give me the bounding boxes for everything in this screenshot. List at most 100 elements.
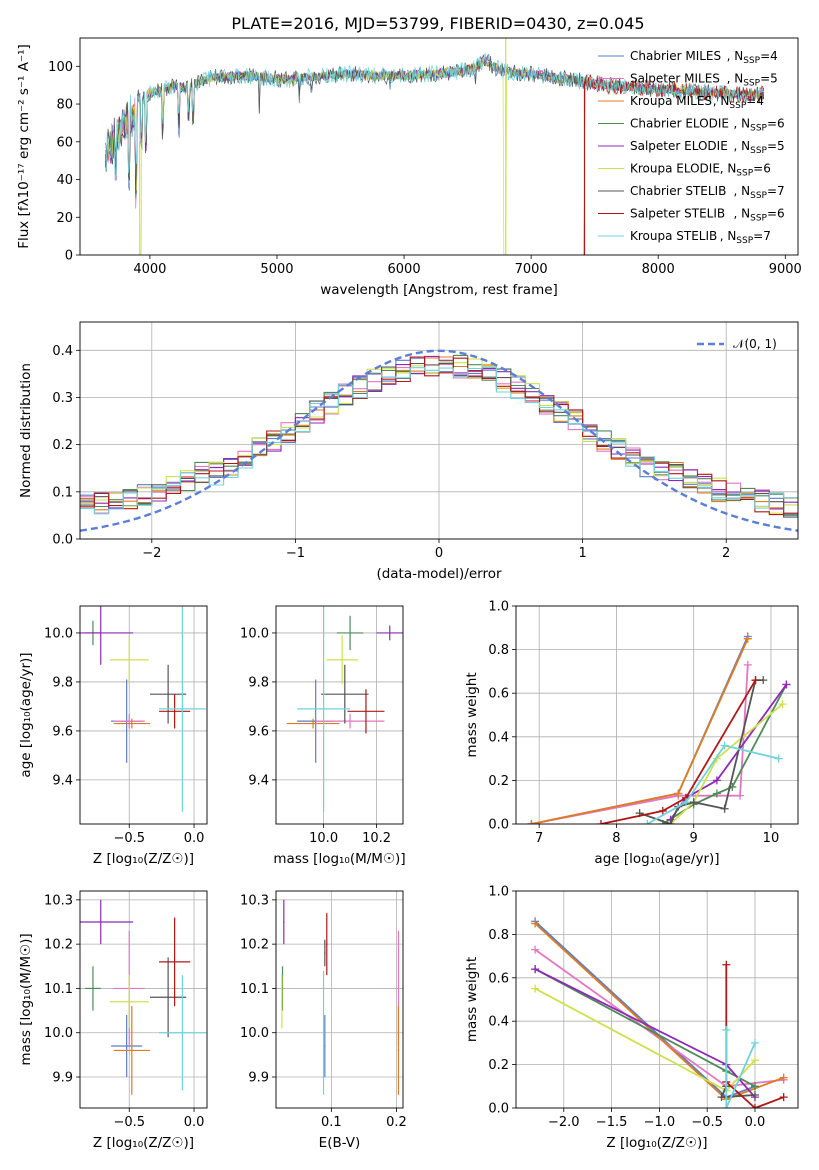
axes-frame bbox=[79, 890, 208, 1109]
y-tick-label: 10.0 bbox=[44, 626, 73, 641]
mass-weight-marker bbox=[712, 776, 721, 785]
axes-frame bbox=[79, 321, 799, 540]
mass-weight-line bbox=[600, 679, 757, 824]
legend-label: Kroupa MILES bbox=[630, 94, 712, 108]
axes-frame bbox=[79, 37, 799, 256]
axes-frame bbox=[79, 605, 208, 825]
x-tick-label: −1 bbox=[286, 546, 305, 561]
mass-weight-line bbox=[725, 1029, 756, 1108]
y-tick-label: 60 bbox=[56, 135, 73, 150]
y-tick-label: 0.8 bbox=[488, 928, 509, 943]
errorbar-point bbox=[113, 718, 150, 729]
legend-nssp-sub: SSP bbox=[750, 214, 767, 224]
axes-age_vs_Z: −0.5 0.0 9.4 9.6 9.8 10.0 Z [log₁₀(Z/Z☉)] age [… bbox=[18, 605, 208, 867]
mass-weight-marker bbox=[722, 960, 731, 969]
mass-weight-line bbox=[531, 664, 749, 824]
errorbar-point bbox=[326, 913, 328, 976]
y-tick-label: 0.0 bbox=[52, 533, 73, 548]
x-axis-label: Z [log₁₀(Z/Z☉)] bbox=[93, 1135, 194, 1151]
x-tick-label: −2 bbox=[142, 546, 161, 561]
histogram-step bbox=[80, 356, 798, 516]
errorbar-point bbox=[347, 689, 385, 734]
legend-nssp-sub: SSP bbox=[736, 169, 753, 179]
histogram-step bbox=[80, 362, 798, 518]
plot-area bbox=[281, 899, 400, 1095]
legend-nssp-sub: SSP bbox=[729, 101, 746, 111]
legend-nssp: , NSSP=4 bbox=[713, 94, 764, 111]
mass-weight-marker bbox=[782, 680, 791, 689]
errorbar-point bbox=[113, 1006, 150, 1095]
plot-area bbox=[527, 632, 791, 824]
x-axis-label: (data-model)/error bbox=[376, 566, 502, 582]
legend-label: Salpeter MILES bbox=[630, 72, 720, 86]
legend-nssp: , NSSP=5 bbox=[734, 139, 785, 156]
legend-nssp-value: =4 bbox=[746, 94, 764, 108]
mass-weight-marker bbox=[750, 1056, 759, 1065]
x-tick-label: 8 bbox=[612, 831, 620, 846]
plot-area bbox=[80, 349, 798, 532]
mass-weight-line bbox=[639, 679, 764, 824]
legend-nssp-sub: SSP bbox=[750, 146, 767, 156]
y-tick-label: 0.0 bbox=[488, 1102, 509, 1117]
legend-nssp-value: =7 bbox=[753, 229, 771, 243]
legend-nssp: , NSSP=5 bbox=[727, 72, 778, 89]
y-tick-label: 9.8 bbox=[52, 675, 73, 690]
axes-mass_weight_vs_age: 7 8 9 10 0.0 0.2 0.4 0.6 0.8 1.0 age [log₁₀(age/yr… bbox=[464, 600, 799, 867]
y-tick-label: 0.4 bbox=[52, 344, 73, 359]
legend-nssp-prefix: , N bbox=[727, 49, 744, 63]
mass-weight-marker bbox=[658, 806, 667, 815]
x-axis-label: wavelength [Angstrom, rest frame] bbox=[320, 282, 558, 298]
y-tick-label: 10.1 bbox=[44, 982, 73, 997]
x-tick-label: 10.0 bbox=[309, 831, 338, 846]
y-tick-label: 20 bbox=[56, 211, 73, 226]
x-tick-label: 7 bbox=[535, 831, 543, 846]
legend-nssp-prefix: , N bbox=[727, 72, 744, 86]
legend: 𝒩(0, 1) bbox=[697, 337, 777, 351]
mass-weight-marker bbox=[751, 676, 760, 685]
legend-label: Kroupa STELIB bbox=[630, 229, 717, 243]
x-tick-label: 9000 bbox=[769, 262, 802, 277]
errorbar-point bbox=[322, 970, 325, 1095]
y-tick-label: 10.2 bbox=[44, 938, 73, 953]
mass-weight-marker bbox=[722, 1104, 731, 1108]
legend-nssp-prefix: , N bbox=[734, 207, 751, 221]
x-tick-label: 0 bbox=[435, 546, 443, 561]
y-tick-label: 1.0 bbox=[488, 885, 509, 900]
mass-weight-marker bbox=[759, 676, 768, 685]
errorbar-point bbox=[159, 694, 191, 729]
errorbar-point bbox=[85, 966, 101, 1011]
errorbar-point bbox=[286, 718, 340, 729]
y-tick-label: 9.8 bbox=[248, 675, 269, 690]
mass-weight-marker bbox=[779, 1093, 788, 1102]
plot-area bbox=[105, 38, 765, 255]
y-tick-label: 80 bbox=[56, 98, 73, 113]
x-axis-label: Z [log₁₀(Z/Z☉)] bbox=[93, 851, 194, 867]
legend-nssp: , NSSP=6 bbox=[720, 162, 771, 179]
mass-weight-marker bbox=[778, 700, 787, 709]
legend-nssp-value: =6 bbox=[753, 162, 771, 176]
legend-label: Salpeter STELIB bbox=[630, 207, 725, 221]
histogram-step bbox=[80, 358, 798, 514]
mass-weight-marker bbox=[712, 789, 721, 798]
errorbar-point bbox=[159, 606, 206, 812]
y-tick-label: 0.6 bbox=[488, 687, 509, 702]
mass-weight-marker bbox=[774, 754, 783, 763]
legend-nssp-sub: SSP bbox=[750, 124, 767, 134]
y-tick-label: 0.2 bbox=[488, 1058, 509, 1073]
mass-weight-marker bbox=[750, 1038, 759, 1047]
legend-nssp: , NSSP=4 bbox=[727, 49, 778, 66]
x-tick-label: 10.2 bbox=[362, 831, 391, 846]
x-tick-label: −0.5 bbox=[113, 831, 145, 846]
legend-nssp-prefix: , N bbox=[713, 94, 730, 108]
y-axis-label: mass weight bbox=[464, 672, 480, 757]
x-tick-label: 7000 bbox=[515, 262, 548, 277]
plot-area bbox=[80, 899, 206, 1095]
y-tick-label: 10.3 bbox=[44, 893, 73, 908]
mass-weight-marker bbox=[527, 820, 536, 824]
y-tick-label: 0 bbox=[65, 249, 73, 264]
y-tick-label: 40 bbox=[56, 173, 73, 188]
mass-weight-marker bbox=[531, 919, 540, 928]
errorbar-point bbox=[80, 606, 134, 665]
legend-nssp-sub: SSP bbox=[750, 191, 767, 201]
legend-label: Kroupa ELODIE bbox=[630, 162, 720, 176]
